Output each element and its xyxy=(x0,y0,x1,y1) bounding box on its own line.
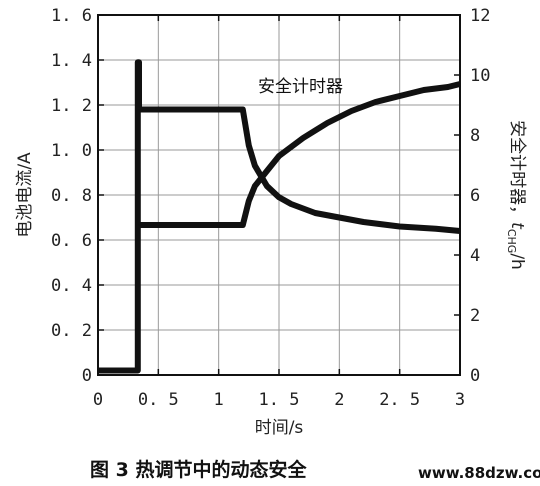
y-tick-label-right: 10 xyxy=(470,66,490,86)
data-point-timer xyxy=(326,122,328,124)
x-axis-title: 时间/s xyxy=(255,418,304,438)
data-point-timer xyxy=(423,89,425,91)
data-point-timer xyxy=(374,101,377,103)
x-tick-labels: 0 0. 5 1 1. 5 2 2. 5 3 xyxy=(93,390,465,410)
data-point-timer xyxy=(242,224,244,226)
figure-caption: 图 3 热调节中的动态安全 xyxy=(90,458,307,481)
y-tick-label-left: 1. 6 xyxy=(51,6,92,26)
y-axis-title-right-symbol: t xyxy=(507,222,527,230)
data-point-current xyxy=(459,230,461,232)
y-tick-labels-right: 0 2 4 6 8 10 12 xyxy=(470,6,490,386)
data-point-current xyxy=(338,216,340,219)
x-tick-label: 0. 5 xyxy=(138,390,179,410)
data-point-timer xyxy=(459,83,461,85)
data-point-timer xyxy=(302,137,304,139)
data-point-timer xyxy=(248,200,250,202)
y-axis-title-right-main: 安全计时器， xyxy=(507,120,527,222)
y-tick-label-left: 1. 0 xyxy=(51,141,92,161)
data-point-timer xyxy=(138,224,140,226)
x-tick-label: 2. 5 xyxy=(379,390,420,410)
data-point-current xyxy=(137,61,139,63)
y-tick-label-left: 1. 2 xyxy=(51,96,92,116)
y-axis-title-right-sub: CHG xyxy=(505,229,518,253)
data-point-current xyxy=(435,228,437,230)
y-axis-title-right: 安全计时器，tCHG/h xyxy=(505,120,527,270)
data-point-current xyxy=(254,165,256,167)
data-point-timer xyxy=(254,185,256,187)
data-point-timer xyxy=(266,170,268,172)
y-tick-label-left: 0. 6 xyxy=(51,231,92,251)
series-line-timer xyxy=(139,81,461,228)
x-tick-label: 0 xyxy=(93,390,103,410)
data-point-timer xyxy=(399,95,401,97)
data-point-current xyxy=(248,144,250,147)
data-point-current xyxy=(290,203,292,205)
data-point-current xyxy=(138,61,140,63)
x-tick-label: 1 xyxy=(214,390,224,410)
y-tick-label-right: 2 xyxy=(470,306,480,326)
y-tick-label-right: 6 xyxy=(470,186,480,206)
data-point-current xyxy=(399,225,401,228)
series-layer xyxy=(97,59,461,374)
data-point-timer xyxy=(278,155,280,157)
y-tick-label-right: 8 xyxy=(470,126,480,146)
y-axis-title-right-unit: /h xyxy=(507,253,527,270)
x-tick-label: 2 xyxy=(334,390,344,410)
tick-marks xyxy=(97,14,461,376)
y-tick-label-right: 4 xyxy=(470,246,480,266)
y-tick-label-left: 0 xyxy=(82,366,92,386)
y-tick-labels-left: 0 0. 2 0. 4 0. 6 0. 8 1. 0 1. 2 1. 4 1. 6 xyxy=(51,6,92,386)
data-point-current xyxy=(278,196,280,198)
data-point-current xyxy=(138,108,140,111)
watermark: www.88dzw.com xyxy=(418,464,540,482)
y-tick-label-left: 0. 8 xyxy=(51,186,92,206)
data-point-current xyxy=(362,221,365,223)
y-axis-title-left: 电池电流/A xyxy=(15,152,35,238)
data-point-current xyxy=(266,185,268,187)
y-tick-label-left: 0. 2 xyxy=(51,321,92,341)
y-tick-label-left: 0. 4 xyxy=(51,276,92,296)
x-tick-label: 3 xyxy=(455,390,465,410)
y-tick-label-left: 1. 4 xyxy=(51,51,92,71)
data-point-current xyxy=(242,108,244,111)
data-point-timer xyxy=(447,86,449,88)
data-point-current xyxy=(97,369,99,372)
data-point-current xyxy=(314,212,316,214)
y-tick-label-right: 0 xyxy=(470,366,480,386)
y-tick-label-right: 12 xyxy=(470,6,490,26)
data-point-current xyxy=(137,369,139,372)
data-point-timer xyxy=(350,110,352,112)
x-tick-label: 1. 5 xyxy=(259,390,300,410)
chart-annotation: 安全计时器 xyxy=(258,77,343,97)
